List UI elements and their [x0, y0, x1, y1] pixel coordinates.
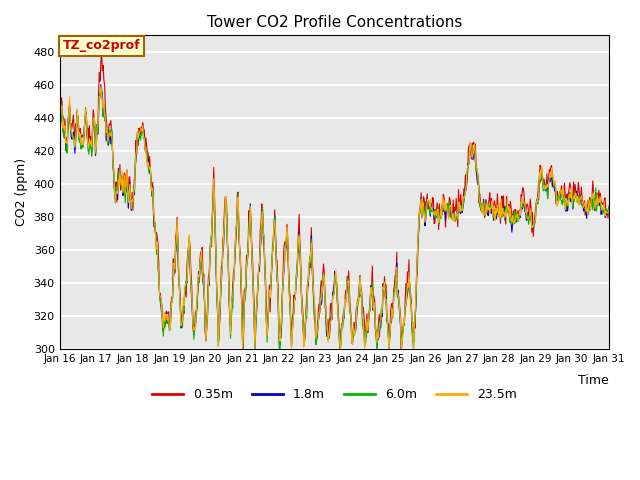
0.35m	[56, 101, 63, 107]
0.35m	[381, 274, 388, 279]
Line: 1.8m: 1.8m	[60, 84, 609, 351]
6.0m	[435, 221, 442, 227]
6.0m	[605, 204, 612, 209]
1.8m	[381, 279, 388, 285]
0.35m	[435, 227, 442, 232]
6.0m	[327, 317, 335, 323]
Line: 0.35m: 0.35m	[60, 53, 609, 351]
Y-axis label: CO2 (ppm): CO2 (ppm)	[15, 158, 28, 227]
1.8m	[435, 217, 442, 223]
Legend: 0.35m, 1.8m, 6.0m, 23.5m: 0.35m, 1.8m, 6.0m, 23.5m	[147, 383, 522, 406]
1.8m	[177, 325, 185, 331]
0.35m	[201, 303, 209, 309]
0.35m	[327, 300, 335, 306]
Text: TZ_co2prof: TZ_co2prof	[63, 39, 140, 52]
0.35m	[556, 191, 564, 197]
23.5m	[201, 295, 209, 300]
6.0m	[98, 84, 106, 90]
6.0m	[381, 279, 388, 285]
23.5m	[605, 208, 612, 214]
1.8m	[97, 82, 105, 87]
0.35m	[98, 50, 106, 56]
1.8m	[201, 299, 209, 304]
23.5m	[556, 191, 564, 196]
1.8m	[327, 317, 335, 323]
23.5m	[56, 126, 63, 132]
Title: Tower CO2 Profile Concentrations: Tower CO2 Profile Concentrations	[207, 15, 462, 30]
0.35m	[605, 204, 612, 210]
23.5m	[435, 220, 442, 226]
23.5m	[97, 84, 105, 89]
X-axis label: Time: Time	[578, 374, 609, 387]
1.8m	[239, 348, 246, 354]
Line: 23.5m: 23.5m	[60, 86, 609, 351]
6.0m	[201, 300, 209, 306]
1.8m	[556, 193, 564, 199]
23.5m	[337, 348, 344, 354]
6.0m	[177, 320, 185, 326]
0.35m	[239, 348, 246, 354]
1.8m	[605, 209, 612, 215]
23.5m	[381, 279, 388, 285]
0.35m	[177, 315, 185, 321]
1.8m	[56, 126, 63, 132]
Line: 6.0m: 6.0m	[60, 87, 609, 351]
6.0m	[556, 188, 564, 194]
23.5m	[177, 323, 185, 328]
23.5m	[326, 319, 334, 324]
6.0m	[251, 348, 259, 354]
6.0m	[56, 127, 63, 132]
